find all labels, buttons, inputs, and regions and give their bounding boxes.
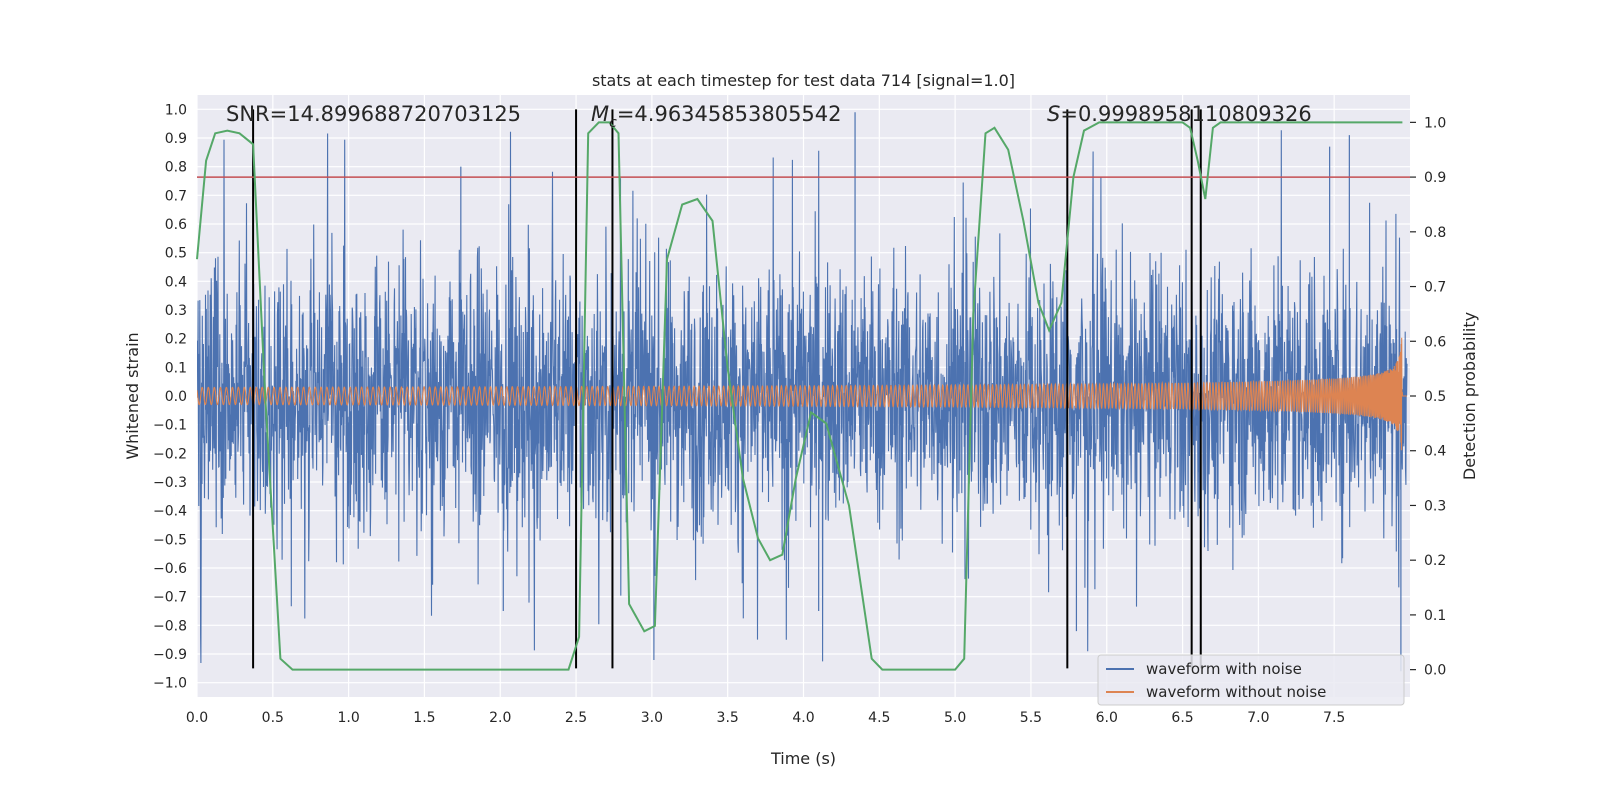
y2-tick-label: 0.0 <box>1424 663 1446 679</box>
x-axis-label: Time (s) <box>770 749 836 768</box>
x-tick-label: 2.0 <box>489 710 511 726</box>
x-tick-label: 2.5 <box>565 710 587 726</box>
x-ticks: 0.0 0.5 1.0 1.5 2.0 2.5 3.0 3.5 4.0 4.5 5.0 5.5 6.0 6… <box>186 710 1345 726</box>
y2-tick-label: 0.1 <box>1424 608 1446 624</box>
y2-tick-label: 0.3 <box>1424 498 1446 514</box>
y-tick-label: 0.9 <box>165 131 187 147</box>
probability-trace <box>196 121 1403 671</box>
y2-tick-label: 0.5 <box>1424 389 1446 405</box>
y-tick-label: −0.3 <box>153 475 187 491</box>
y-tick-label: 0.8 <box>165 160 187 176</box>
y-tick-label: 0.3 <box>165 303 187 319</box>
x-tick-label: 1.0 <box>337 710 359 726</box>
y-tick-label: −0.6 <box>153 561 187 577</box>
annotation-s-value: =0.9998958110809326 <box>1060 102 1311 126</box>
vertical-markers <box>252 109 1202 669</box>
y-tick-label: 0.2 <box>165 332 187 348</box>
y-tick-label: −0.5 <box>153 532 187 548</box>
y2-tick-label: 1.0 <box>1424 115 1446 131</box>
legend-label-noise: waveform with noise <box>1146 660 1302 678</box>
y2-tick-label: 0.7 <box>1424 280 1446 296</box>
clean-trace <box>197 337 1407 451</box>
x-tick-label: 5.0 <box>944 710 966 726</box>
y-tick-label: −0.7 <box>153 590 187 606</box>
y-tick-label: −0.4 <box>153 504 187 520</box>
y-tick-label: 0.1 <box>165 360 187 376</box>
x-tick-label: 6.0 <box>1096 710 1118 726</box>
y-tick-label: 0.4 <box>165 274 187 290</box>
y-tick-label: −1.0 <box>153 676 187 692</box>
y-ticks: 1.0 0.9 0.8 0.7 0.6 0.5 0.4 0.3 0.2 0.1 0.0 −0.1 −0.… <box>153 102 187 691</box>
annotation-mc-subscript: c <box>609 115 617 131</box>
x-tick-label: 0.5 <box>262 710 284 726</box>
x-tick-label: 3.5 <box>717 710 739 726</box>
y-tick-label: 0.6 <box>165 217 187 233</box>
y2-tick-label: 0.2 <box>1424 553 1446 569</box>
y-axis-label: Whitened strain <box>123 332 142 459</box>
y2-tick-label: 0.6 <box>1424 334 1446 350</box>
y2-ticks: 1.0 0.9 0.8 0.7 0.6 0.5 0.4 0.3 0.2 0.1 0.0 <box>1410 115 1446 679</box>
x-tick-label: 7.0 <box>1247 710 1269 726</box>
annotation-spin: S=0.9998958110809326 <box>1047 102 1312 126</box>
y-tick-label: 0.7 <box>165 188 187 204</box>
y-tick-label: 0.0 <box>165 389 187 405</box>
annotation-mc-value: =4.96345853805542 <box>617 102 842 126</box>
x-tick-label: 4.5 <box>868 710 890 726</box>
y-tick-label: −0.8 <box>153 618 187 634</box>
series-detection-probability <box>196 121 1403 671</box>
chart-title: stats at each timestep for test data 714… <box>592 71 1015 90</box>
y2-tick-label: 0.9 <box>1424 170 1446 186</box>
annotation-chirp-mass: Mc=4.96345853805542 <box>591 102 842 131</box>
x-tick-label: 7.5 <box>1323 710 1345 726</box>
x-tick-label: 0.0 <box>186 710 208 726</box>
y2-tick-label: 0.8 <box>1424 225 1446 241</box>
y-tick-label: −0.9 <box>153 647 187 663</box>
annotation-mc-symbol: M <box>591 102 609 126</box>
series-waveform-without-noise <box>197 337 1407 451</box>
y2-tick-label: 0.4 <box>1424 444 1446 460</box>
x-tick-label: 4.0 <box>792 710 814 726</box>
x-tick-label: 1.5 <box>413 710 435 726</box>
annotation-snr: SNR=14.899688720703125 <box>226 102 521 126</box>
y-tick-label: −0.1 <box>153 418 187 434</box>
series-waveform-with-noise <box>197 112 1408 672</box>
x-tick-label: 5.5 <box>1020 710 1042 726</box>
legend-label-clean: waveform without noise <box>1146 683 1326 701</box>
x-tick-label: 3.0 <box>641 710 663 726</box>
y2-axis-label: Detection probability <box>1460 312 1479 480</box>
legend: waveform with noise waveform without noi… <box>1097 654 1405 706</box>
y-tick-label: 1.0 <box>165 102 187 118</box>
y-tick-label: 0.5 <box>165 246 187 262</box>
noise-trace <box>197 130 1408 664</box>
y-tick-label: −0.2 <box>153 446 187 462</box>
annotation-s-symbol: S <box>1047 102 1060 126</box>
legend-box <box>1097 654 1405 706</box>
x-tick-label: 6.5 <box>1171 710 1193 726</box>
